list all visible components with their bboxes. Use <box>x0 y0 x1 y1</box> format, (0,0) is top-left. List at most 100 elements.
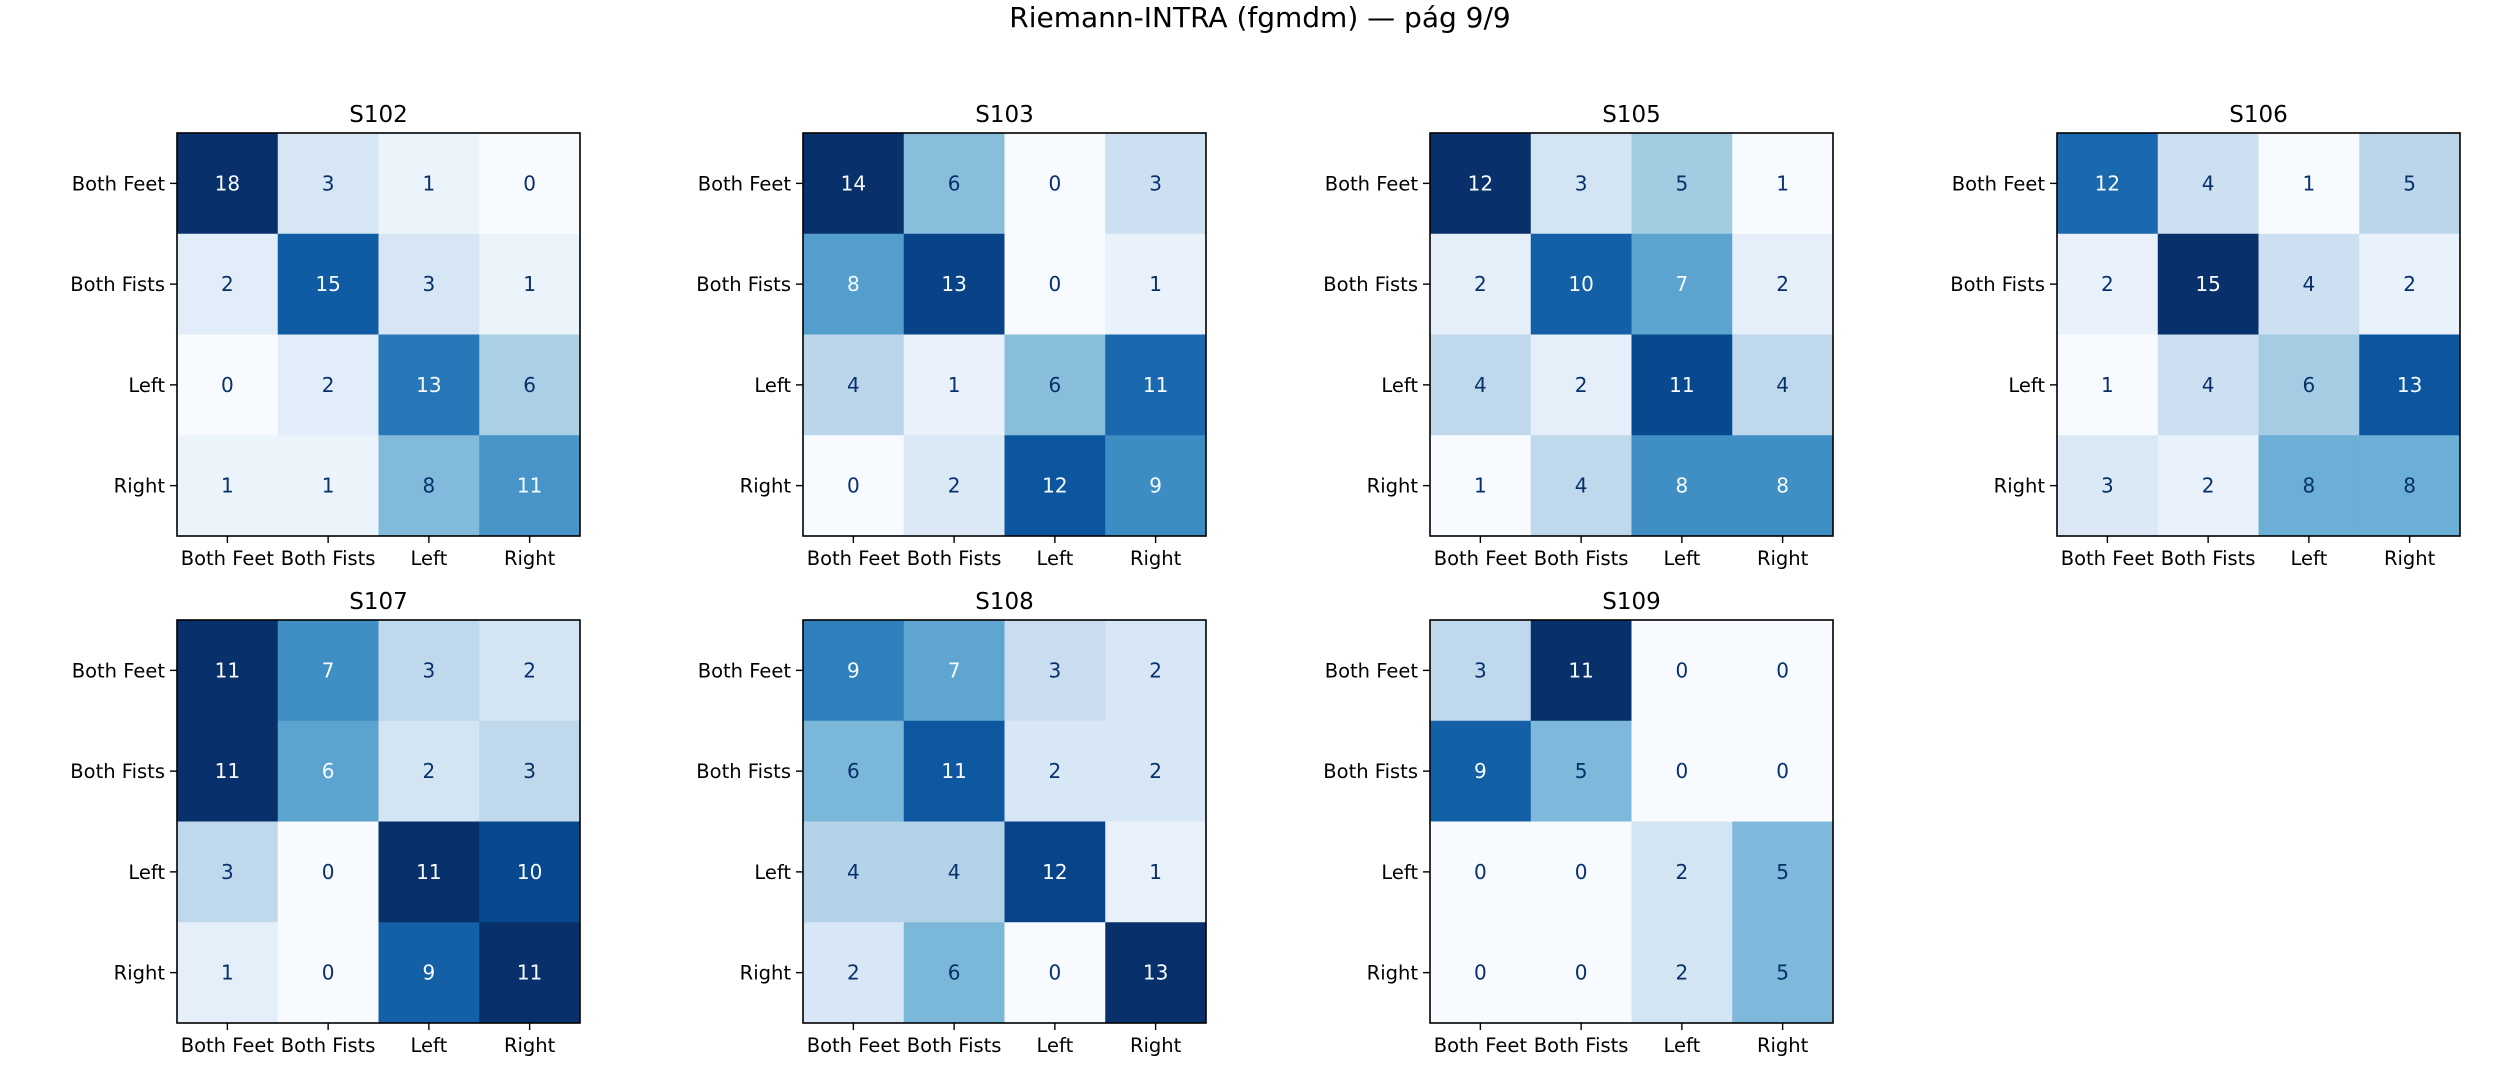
panel-title: S103 <box>975 102 1034 128</box>
heatmap-cell <box>378 720 480 822</box>
heatmap-cell <box>378 821 480 923</box>
cell-value-label: 18 <box>215 171 240 195</box>
heatmap-cell <box>378 435 480 537</box>
heatmap-cell <box>1732 133 1834 235</box>
heatmap-cell <box>1530 620 1632 722</box>
cell-value-label: 5 <box>1676 171 1689 195</box>
heatmap-cell <box>1105 435 1207 537</box>
y-tick-label: Right <box>114 962 166 985</box>
cell-value-label: 1 <box>221 961 234 985</box>
cell-value-label: 0 <box>1049 272 1062 296</box>
heatmap-cell <box>277 435 379 537</box>
x-tick-label: Left <box>1037 1034 1074 1057</box>
y-tick-label: Both Feet <box>1952 172 2046 195</box>
cell-value-label: 8 <box>2303 474 2316 498</box>
cell-value-label: 12 <box>1468 171 1493 195</box>
cell-value-label: 1 <box>1149 272 1162 296</box>
cell-value-label: 15 <box>315 272 340 296</box>
cell-value-label: 11 <box>517 961 542 985</box>
heatmap-cell <box>1004 620 1106 722</box>
heatmap-cell <box>1530 922 1632 1024</box>
heatmap-cell <box>1530 334 1632 436</box>
cell-value-label: 2 <box>2202 474 2215 498</box>
cell-value-label: 4 <box>1474 373 1487 397</box>
x-tick-label: Both Feet <box>1434 1034 1528 1057</box>
y-tick-label: Both Feet <box>698 172 792 195</box>
heatmap-cell <box>1732 922 1834 1024</box>
cell-value-label: 15 <box>2195 272 2220 296</box>
heatmap-cell <box>903 133 1005 235</box>
cell-value-label: 9 <box>423 961 436 985</box>
cell-value-label: 1 <box>1149 860 1162 884</box>
cell-value-label: 4 <box>847 373 860 397</box>
heatmap-cell <box>479 133 581 235</box>
x-tick-label: Right <box>1757 1034 1809 1057</box>
cell-value-label: 0 <box>1474 961 1487 985</box>
heatmap-cell <box>1530 233 1632 335</box>
cell-value-label: 9 <box>1149 474 1162 498</box>
heatmap-cell <box>2359 435 2461 537</box>
cell-value-label: 2 <box>847 961 860 985</box>
heatmap-cell <box>277 334 379 436</box>
heatmap-cell <box>177 435 279 537</box>
heatmap-cell <box>1430 133 1532 235</box>
x-tick-label: Both Fists <box>907 547 1002 570</box>
cell-value-label: 13 <box>416 373 441 397</box>
heatmap-cell <box>803 233 905 335</box>
panel-frame <box>1429 619 1834 1024</box>
cell-value-label: 6 <box>948 171 961 195</box>
cell-value-label: 3 <box>221 860 234 884</box>
panel-title: S109 <box>1602 589 1661 615</box>
cell-value-label: 2 <box>1676 860 1689 884</box>
heatmap-cell <box>1732 821 1834 923</box>
y-tick-label: Left <box>1381 861 1418 884</box>
y-tick-label: Both Fists <box>696 760 791 783</box>
heatmap-cell <box>177 620 279 722</box>
y-tick-label: Left <box>2008 374 2045 397</box>
cell-value-label: 2 <box>2101 272 2114 296</box>
x-tick-label: Both Feet <box>1434 547 1528 570</box>
heatmap-cell <box>1430 922 1532 1024</box>
x-tick-label: Right <box>2384 547 2436 570</box>
x-tick-label: Both Fists <box>907 1034 1002 1057</box>
x-tick-label: Right <box>504 547 556 570</box>
cell-value-label: 1 <box>948 373 961 397</box>
cell-value-label: 5 <box>1776 961 1789 985</box>
cell-value-label: 11 <box>941 759 966 783</box>
heatmap-cell <box>1732 720 1834 822</box>
heatmap-cell <box>1530 133 1632 235</box>
heatmap-cell <box>1430 233 1532 335</box>
cell-value-label: 12 <box>1042 860 1067 884</box>
cell-value-label: 0 <box>1049 961 1062 985</box>
heatmap-cell <box>177 720 279 822</box>
cell-value-label: 4 <box>2303 272 2316 296</box>
cell-value-label: 5 <box>1575 759 1588 783</box>
cell-value-label: 0 <box>523 171 536 195</box>
cell-value-label: 4 <box>2202 171 2215 195</box>
heatmap-cell <box>479 620 581 722</box>
x-tick-label: Left <box>2291 547 2328 570</box>
cell-value-label: 1 <box>1474 474 1487 498</box>
heatmap-cell <box>1732 435 1834 537</box>
x-tick-label: Both Feet <box>2061 547 2155 570</box>
cell-value-label: 0 <box>1575 961 1588 985</box>
heatmap-cell <box>1004 334 1106 436</box>
heatmap-cell <box>277 922 379 1024</box>
heatmap-cell <box>903 821 1005 923</box>
heatmap-cell <box>1530 821 1632 923</box>
heatmap-cell <box>2258 133 2360 235</box>
heatmap-cell <box>2157 334 2259 436</box>
panel-frame <box>176 132 581 537</box>
cell-value-label: 9 <box>1474 759 1487 783</box>
cell-value-label: 11 <box>215 658 240 682</box>
y-tick-label: Right <box>1367 962 1419 985</box>
cell-value-label: 4 <box>847 860 860 884</box>
heatmap-cell <box>1004 435 1106 537</box>
heatmap-cell <box>277 133 379 235</box>
x-tick-label: Both Fists <box>1534 1034 1629 1057</box>
heatmap-cell <box>1105 133 1207 235</box>
panel-frame <box>176 619 581 1024</box>
x-tick-label: Left <box>411 547 448 570</box>
